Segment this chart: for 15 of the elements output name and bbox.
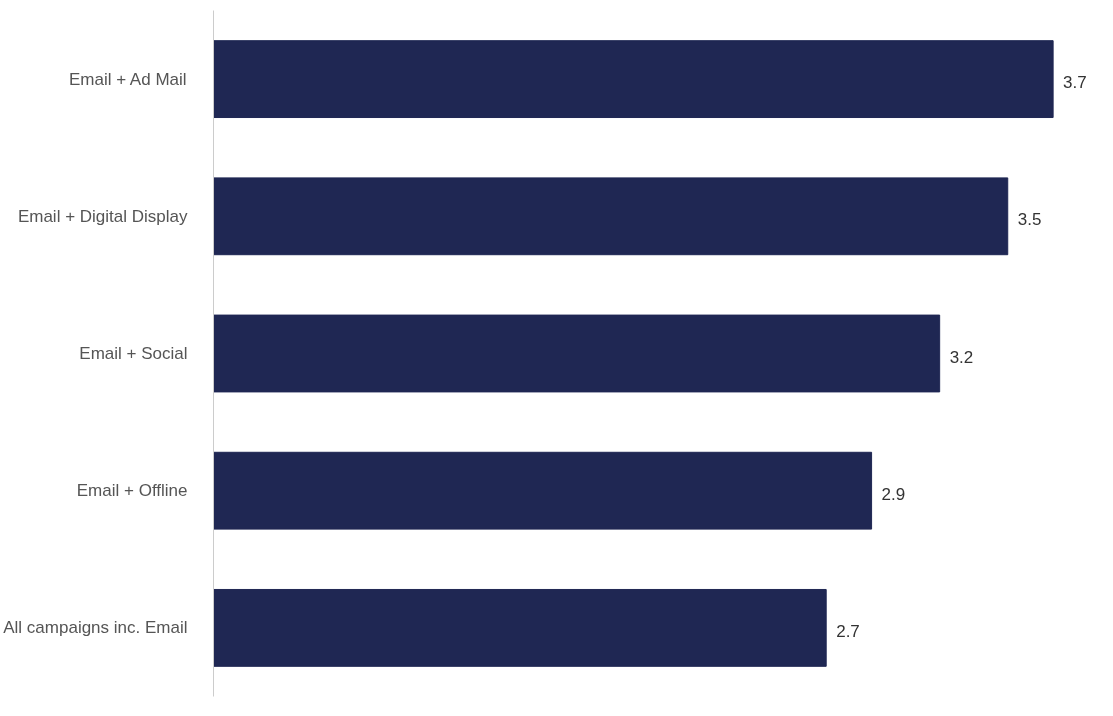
data-label: 3.5 bbox=[1017, 210, 1042, 230]
data-label: 3.2 bbox=[949, 347, 974, 367]
y-tick-label: Email + Social bbox=[79, 344, 188, 363]
y-tick-label: Email + Digital Display bbox=[17, 206, 188, 226]
y-tick-label: Email + Ad Mail bbox=[68, 69, 187, 89]
data-label: 2.9 bbox=[881, 484, 906, 504]
bar bbox=[213, 451, 873, 530]
bar bbox=[213, 177, 1009, 256]
y-tick-label: Email + Offline bbox=[76, 481, 188, 501]
bar bbox=[213, 588, 827, 667]
data-label: 2.7 bbox=[836, 621, 860, 641]
bar bbox=[213, 314, 941, 393]
y-tick-label: All campaigns inc. Email bbox=[3, 618, 188, 638]
bar bbox=[213, 40, 1054, 119]
data-label: 3.7 bbox=[1063, 73, 1087, 93]
